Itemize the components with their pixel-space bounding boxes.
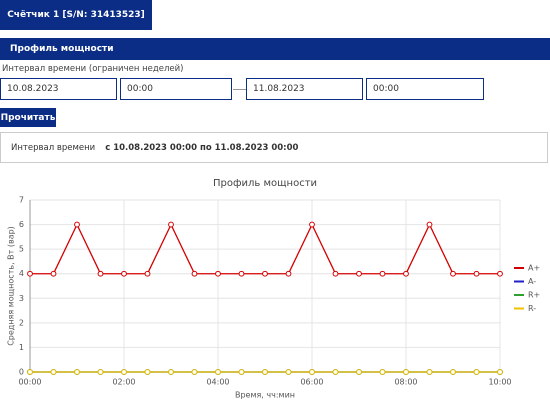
point <box>191 270 198 277</box>
point <box>262 369 268 375</box>
point <box>144 270 151 277</box>
point <box>379 270 386 277</box>
y-tick-label: 7 <box>19 196 24 205</box>
y-tick-label: 4 <box>19 269 24 278</box>
x-tick-label: 04:00 <box>206 378 229 387</box>
counter-button[interactable]: Счётчик 1 [S/N: 31413523] <box>0 0 152 30</box>
point <box>403 270 409 277</box>
section-header: Профиль мощности <box>0 38 550 60</box>
time-to[interactable]: 00:00 <box>366 78 484 100</box>
point <box>121 369 127 375</box>
date-from[interactable]: 10.08.2023 <box>0 78 117 100</box>
point <box>191 369 198 375</box>
legend-label: A+ <box>528 264 540 273</box>
chart: Профиль мощности Время, чч:мин Средняя м… <box>7 178 541 400</box>
point <box>332 270 339 277</box>
date-to[interactable]: 11.08.2023 <box>246 78 363 100</box>
legend-label: R- <box>528 304 536 313</box>
legend-label: R+ <box>528 291 540 300</box>
point <box>426 369 433 375</box>
x-tick-label: 00:00 <box>18 378 41 387</box>
point <box>356 270 362 277</box>
point <box>403 369 409 375</box>
point <box>97 369 104 375</box>
info-box: Интервал времени с 10.08.2023 00:00 по 1… <box>0 132 548 163</box>
point <box>285 369 292 375</box>
point <box>309 369 315 375</box>
point <box>121 270 127 277</box>
interval-label: Интервал времени (ограничен неделей) <box>2 64 184 74</box>
y-tick-label: 5 <box>19 245 24 254</box>
point <box>356 369 362 375</box>
point <box>379 369 386 375</box>
point <box>497 369 503 375</box>
info-label: Интервал времени <box>11 142 96 153</box>
point <box>285 270 292 277</box>
point <box>50 270 57 277</box>
point <box>27 369 33 375</box>
point <box>27 270 33 277</box>
legend-label: A- <box>528 277 536 286</box>
point <box>473 369 480 375</box>
x-tick-label: 08:00 <box>394 378 417 387</box>
y-tick-label: 3 <box>19 294 24 303</box>
point <box>168 369 174 375</box>
point <box>332 369 339 375</box>
point <box>168 221 174 228</box>
point <box>309 221 315 228</box>
point <box>238 369 245 375</box>
info-value: с 10.08.2023 00:00 по 11.08.2023 00:00 <box>105 142 299 153</box>
point <box>74 369 80 375</box>
read-button[interactable]: Прочитать <box>0 108 56 127</box>
point <box>473 270 480 277</box>
y-tick-label: 0 <box>19 368 24 377</box>
point <box>426 221 433 228</box>
point <box>238 270 245 277</box>
x-tick-label: 10:00 <box>488 378 511 387</box>
x-tick-label: 02:00 <box>112 378 135 387</box>
point <box>450 270 456 277</box>
point <box>262 270 268 277</box>
time-from[interactable]: 00:00 <box>120 78 232 100</box>
x-tick-label: 06:00 <box>300 378 323 387</box>
y-tick-label: 1 <box>19 343 24 352</box>
point <box>144 369 151 375</box>
point <box>215 270 221 277</box>
point <box>74 221 80 228</box>
point <box>50 369 57 375</box>
x-axis-label: Время, чч:мин <box>235 391 295 400</box>
point <box>497 270 503 277</box>
separator <box>233 89 246 90</box>
point <box>450 369 456 375</box>
chart-title: Профиль мощности <box>213 178 317 189</box>
point <box>97 270 104 277</box>
point <box>215 369 221 375</box>
y-tick-label: 2 <box>19 318 24 327</box>
y-axis-label: Средняя мощность, Вт (вар) <box>7 226 16 346</box>
y-tick-label: 6 <box>19 220 24 229</box>
